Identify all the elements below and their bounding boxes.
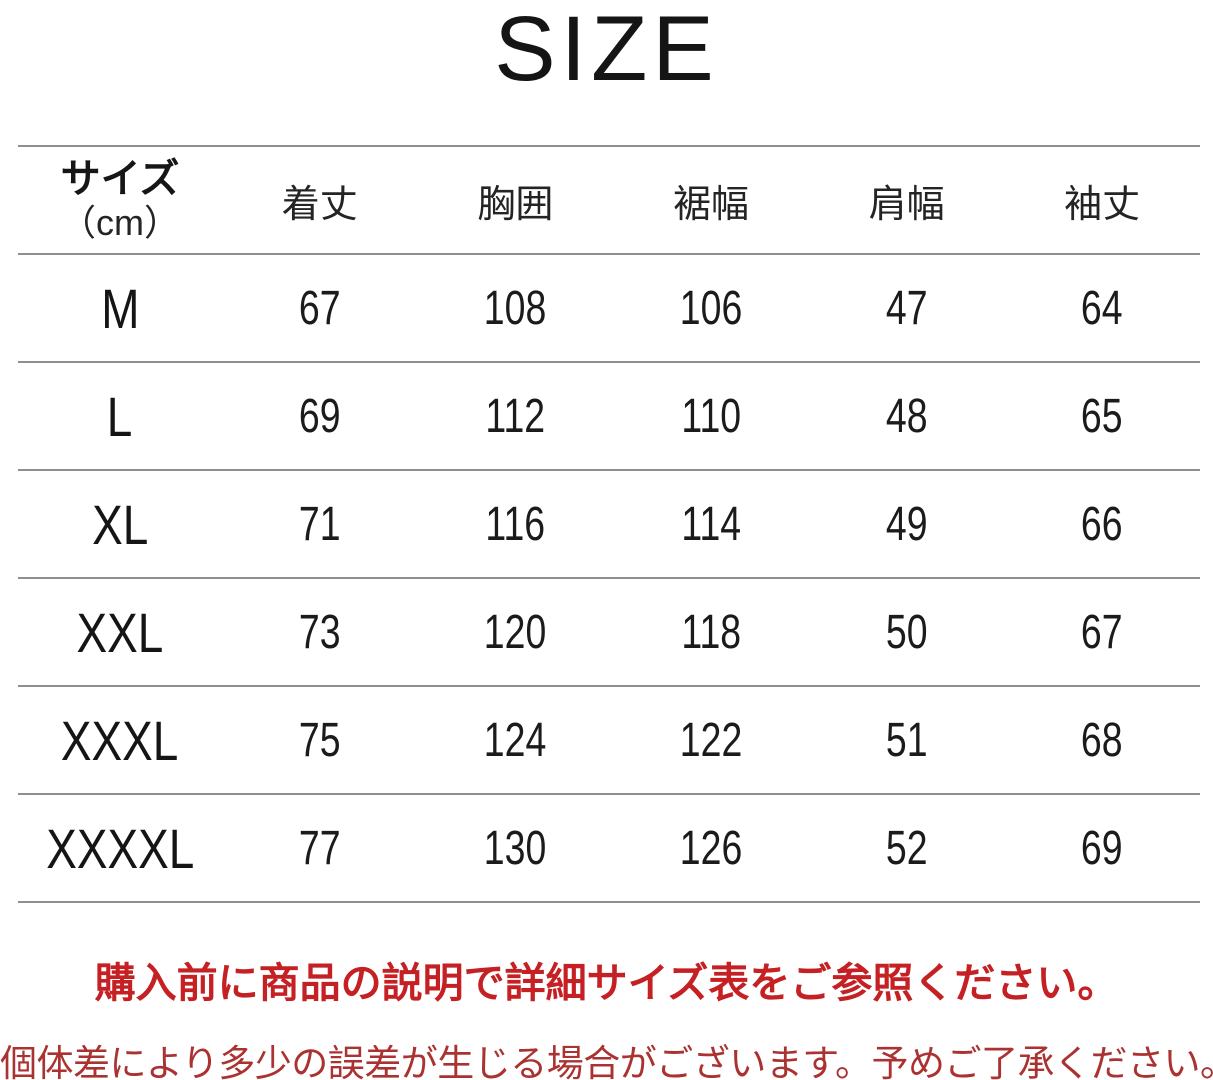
size-header-cell: サイズ （cm） (18, 146, 222, 254)
measurement-value: 51 (885, 713, 928, 767)
measurement-value: 67 (1081, 605, 1124, 659)
header-cell-body-length: 着丈 (222, 146, 418, 254)
table-header-row: サイズ （cm） 着丈 胸囲 裾幅 肩幅 袖丈 (18, 146, 1200, 254)
size-label: L (107, 384, 133, 448)
measurement-value: 130 (484, 821, 547, 875)
measurement-value: 68 (1081, 713, 1124, 767)
header-label: 肩幅 (868, 183, 945, 226)
measurement-value: 108 (484, 281, 547, 335)
header-cell-hem-width: 裾幅 (613, 146, 809, 254)
measurement-value: 66 (1081, 497, 1124, 551)
size-label: XL (91, 492, 149, 556)
header-cell-sleeve-length: 袖丈 (1004, 146, 1200, 254)
measurement-value: 71 (298, 497, 341, 551)
measurement-value: 67 (298, 281, 341, 335)
page-title: SIZE (494, 0, 719, 100)
size-label: XXL (76, 600, 164, 664)
measurement-value: 50 (885, 605, 928, 659)
notice-secondary: 個体差により多少の誤差が生じる場合がございます。予めご了承ください。 (0, 1043, 1213, 1080)
measurement-value: 73 (298, 605, 341, 659)
measurement-value: 112 (485, 389, 546, 443)
header-label: 着丈 (281, 183, 358, 226)
measurement-value: 64 (1081, 281, 1124, 335)
measurement-value: 116 (485, 497, 546, 551)
size-header-unit: （cm） (60, 202, 180, 243)
table-row: M 67 108 106 47 64 (18, 254, 1200, 362)
measurement-value: 110 (681, 389, 741, 443)
measurement-value: 49 (885, 497, 928, 551)
measurement-value: 106 (679, 281, 743, 335)
header-cell-shoulder-width: 肩幅 (809, 146, 1005, 254)
size-label: XXXL (61, 708, 179, 772)
table-row: XXXL 75 124 122 51 68 (18, 686, 1200, 794)
measurement-value: 65 (1081, 389, 1124, 443)
measurement-value: 47 (885, 281, 928, 335)
measurement-value: 77 (298, 821, 341, 875)
measurement-value: 120 (484, 605, 547, 659)
header-label: 袖丈 (1064, 183, 1141, 226)
header-label: 裾幅 (672, 183, 749, 226)
table-row: XXL 73 120 118 50 67 (18, 578, 1200, 686)
size-label: XXXXL (45, 816, 195, 880)
table-row: XL 71 116 114 49 66 (18, 470, 1200, 578)
measurement-value: 52 (885, 821, 928, 875)
notice-primary: 購入前に商品の説明で詳細サイズ表をご参照ください。 (94, 960, 1119, 1006)
size-header-label: サイズ (60, 157, 180, 201)
measurement-value: 75 (298, 713, 341, 767)
measurement-value: 48 (885, 389, 928, 443)
measurement-value: 69 (1081, 821, 1124, 875)
measurement-value: 69 (298, 389, 341, 443)
size-label: M (100, 276, 140, 340)
measurement-value: 122 (679, 713, 743, 767)
table-row: XXXXL 77 130 126 52 69 (18, 794, 1200, 902)
header-label: 胸囲 (477, 183, 554, 226)
size-table: サイズ （cm） 着丈 胸囲 裾幅 肩幅 袖丈 M 67 108 106 47 … (18, 145, 1200, 903)
header-cell-chest: 胸囲 (418, 146, 614, 254)
title-wrap: SIZE (0, 0, 1213, 145)
measurement-value: 118 (681, 605, 741, 659)
table-row: L 69 112 110 48 65 (18, 362, 1200, 470)
measurement-value: 114 (681, 497, 741, 551)
measurement-value: 126 (679, 821, 743, 875)
measurement-value: 124 (484, 713, 547, 767)
